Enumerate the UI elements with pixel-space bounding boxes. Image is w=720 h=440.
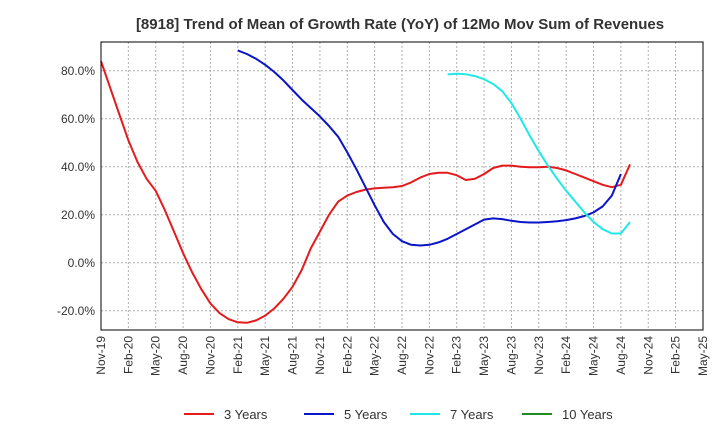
- x-tick-label: Nov-22: [422, 336, 436, 375]
- x-tick-label: Aug-20: [176, 336, 190, 375]
- x-tick-label: May-22: [368, 336, 382, 376]
- x-tick-label: May-21: [258, 336, 272, 376]
- legend-label: 10 Years: [562, 407, 613, 422]
- x-axis-ticks: Nov-19 Feb-20 May-20 Aug-20 Nov-20 Feb-21 May-…: [94, 336, 710, 376]
- x-tick-label: Nov-21: [313, 336, 327, 375]
- plot-frame: [100, 41, 704, 331]
- y-tick-label: 20.0%: [61, 208, 95, 222]
- x-tick-label: Nov-20: [203, 336, 217, 375]
- x-tick-label: Feb-23: [450, 336, 464, 374]
- legend-label: 3 Years: [224, 407, 268, 422]
- x-tick-label: Aug-23: [504, 336, 518, 375]
- y-tick-label: -20.0%: [57, 304, 95, 318]
- x-tick-label: Feb-25: [669, 336, 683, 374]
- chart-title: [8918] Trend of Mean of Growth Rate (YoY…: [136, 16, 664, 33]
- legend-label: 7 Years: [450, 407, 494, 422]
- series-line-7-years: [447, 72, 631, 235]
- y-axis-ticks: -20.0% 0.0% 20.0% 40.0% 60.0% 80.0%: [57, 64, 95, 318]
- y-tick-label: 60.0%: [61, 112, 95, 126]
- series-line-3-years: [100, 60, 631, 324]
- x-tick-label: Aug-21: [286, 336, 300, 375]
- series-lines: [100, 49, 631, 324]
- y-tick-label: 80.0%: [61, 64, 95, 78]
- x-tick-label: Aug-22: [395, 336, 409, 375]
- x-tick-label: Feb-22: [340, 336, 354, 374]
- x-tick-label: Feb-21: [231, 336, 245, 374]
- legend: 3 Years 5 Years 7 Years 10 Years: [184, 407, 613, 422]
- y-tick-label: 40.0%: [61, 160, 95, 174]
- x-tick-label: Nov-23: [532, 336, 546, 375]
- x-tick-label: Nov-19: [94, 336, 108, 375]
- x-tick-label: May-20: [149, 336, 163, 376]
- x-tick-label: May-25: [696, 336, 710, 376]
- x-tick-label: Feb-24: [559, 336, 573, 374]
- x-tick-label: Nov-24: [641, 336, 655, 375]
- x-tick-label: Aug-24: [614, 336, 628, 375]
- x-tick-label: May-23: [477, 336, 491, 376]
- x-tick-label: May-24: [587, 336, 601, 376]
- series-line-5-years: [237, 49, 622, 247]
- legend-label: 5 Years: [344, 407, 388, 422]
- x-tick-label: Feb-20: [121, 336, 135, 374]
- y-tick-label: 0.0%: [68, 256, 96, 270]
